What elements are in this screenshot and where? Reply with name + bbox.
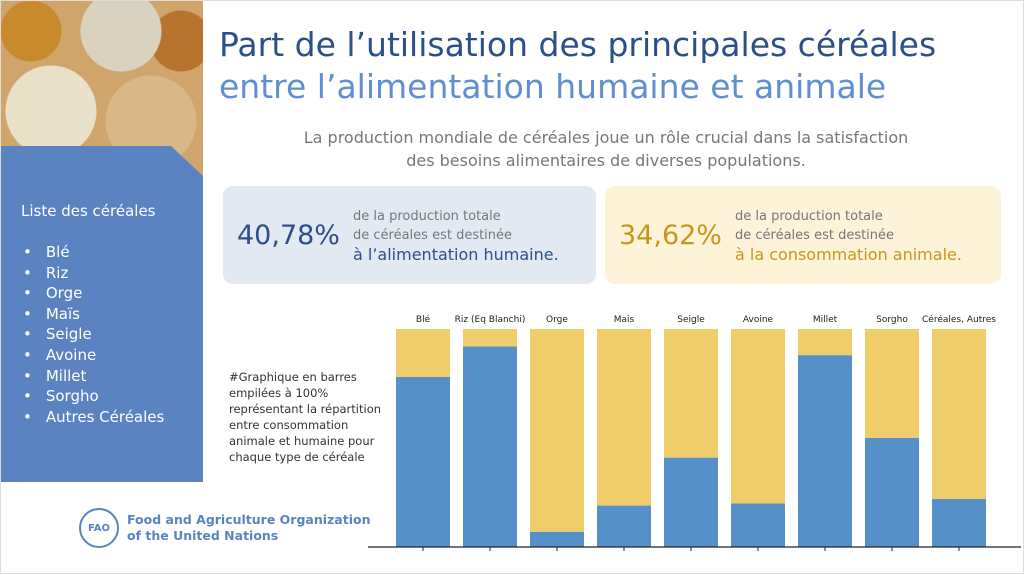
bar-segment-animal-1 [463, 329, 517, 347]
bar-segment-animal-8 [932, 329, 986, 500]
subtitle: La production mondiale de céréales joue … [261, 126, 951, 172]
human-share-value: 40,78% [237, 219, 340, 251]
bar-segment-animal-6 [798, 329, 852, 356]
bar-segment-human-3 [597, 505, 651, 547]
list-item: Orge [23, 283, 164, 304]
fao-logo-block: FAO Food and Agriculture Organization of … [79, 508, 371, 548]
bar-segment-human-7 [865, 438, 919, 547]
bar-segment-human-0 [396, 376, 450, 547]
card-highlight: à la consommation animale. [735, 244, 962, 264]
list-item: Autres Céréales [23, 407, 164, 428]
page-title-line2: entre l’alimentation humaine et animale [219, 67, 887, 106]
human-share-card: 40,78% de la production totale de céréale… [223, 186, 596, 284]
x-tick-label: Blé [416, 314, 431, 325]
bar-segment-animal-4 [664, 329, 718, 458]
bar-segment-human-1 [463, 346, 517, 547]
x-tick-label: Orge [546, 315, 568, 325]
bar-segment-animal-3 [597, 329, 651, 506]
list-item: Maïs [23, 304, 164, 325]
list-item: Seigle [23, 324, 164, 345]
page-title: Part de l’utilisation des principales cé… [219, 25, 937, 64]
x-tick-label: Seigle [677, 315, 705, 325]
card-text: de céréales est destinée [735, 227, 895, 243]
list-item: Sorgho [23, 386, 164, 407]
bar-segment-human-2 [530, 531, 584, 547]
bar-segment-animal-5 [731, 329, 785, 504]
list-item: Blé [23, 242, 164, 263]
x-tick-label: Millet [813, 315, 838, 325]
subtitle-line: des besoins alimentaires de diverses pop… [406, 151, 806, 170]
card-text: de la production totale [735, 208, 883, 224]
bar-segment-human-6 [798, 355, 852, 547]
x-tick-label: Riz (Eq Blanchi) [455, 315, 526, 325]
bar-segment-animal-0 [396, 329, 450, 377]
subtitle-line: La production mondiale de céréales joue … [303, 128, 909, 147]
x-tick-label: Céréales, Autres [922, 314, 996, 325]
bar-segment-animal-7 [865, 329, 919, 438]
list-item: Millet [23, 366, 164, 387]
x-tick-label: Sorgho [876, 315, 908, 325]
fao-emblem: FAO [79, 508, 119, 548]
chart-note: #Graphique en barres empilées à 100% rep… [229, 370, 382, 464]
list-item: Riz [23, 263, 164, 284]
card-text: de la production totale [353, 208, 501, 224]
bar-segment-human-4 [664, 457, 718, 547]
cereal-list-panel: Liste des céréales Blé Riz Orge Maïs Sei… [1, 146, 203, 482]
list-item: Avoine [23, 345, 164, 366]
animal-share-value: 34,62% [619, 219, 722, 251]
bar-segment-human-8 [932, 499, 986, 547]
x-tick-label: Mais [614, 315, 635, 325]
cereal-list-heading: Liste des céréales [21, 202, 156, 220]
org-name-line2: of the United Nations [127, 528, 279, 543]
org-name: Food and Agriculture Organization [127, 512, 371, 527]
x-tick-label: Avoine [743, 315, 774, 325]
card-text: de céréales est destinée [353, 227, 513, 243]
bar-segment-human-5 [731, 503, 785, 547]
bar-segment-animal-2 [530, 329, 584, 532]
animal-share-card: 34,62% de la production totale de céréale… [605, 186, 1001, 284]
card-highlight: à l’alimentation humaine. [353, 244, 559, 264]
